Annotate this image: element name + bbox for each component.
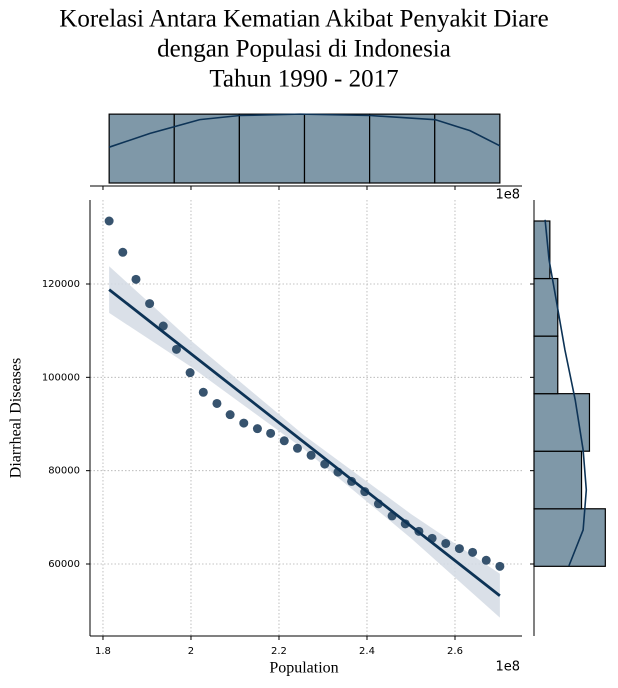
x-offset-label: 1e8 — [495, 660, 520, 675]
point — [292, 443, 302, 453]
y-tick-label: 100000 — [42, 372, 80, 383]
y-tick-label: 60000 — [48, 559, 80, 570]
histogram-bar — [533, 335, 559, 395]
point — [441, 538, 451, 548]
histogram-bar — [108, 113, 175, 184]
point — [252, 424, 262, 434]
point — [306, 450, 316, 460]
x-tick-label: 2.4 — [359, 646, 375, 657]
histogram-bar — [533, 393, 591, 452]
regression-line — [108, 288, 501, 597]
point — [212, 398, 222, 408]
histogram-bar — [434, 113, 501, 184]
point — [266, 428, 276, 438]
chart-title: Tahun 1990 - 2017 — [209, 66, 398, 93]
point — [185, 368, 195, 378]
histogram-bar — [369, 113, 436, 184]
point — [118, 247, 128, 257]
histogram-bar — [173, 113, 240, 184]
point — [495, 561, 505, 571]
point — [468, 547, 478, 557]
x-tick-label: 2.2 — [271, 646, 287, 657]
x-axis-label: Population — [269, 660, 338, 677]
point — [104, 216, 114, 226]
histogram-bar — [238, 113, 306, 184]
x-tick-label: 2.6 — [447, 646, 463, 657]
chart-title: dengan Populasi di Indonesia — [157, 36, 451, 63]
point — [481, 555, 491, 565]
histogram-bar — [533, 450, 583, 510]
point — [279, 436, 289, 446]
point — [239, 418, 249, 428]
point — [198, 387, 208, 397]
marginal-offset-label: 1e8 — [495, 188, 520, 203]
x-tick-label: 1.8 — [95, 646, 111, 657]
chart-title: Korelasi Antara Kematian Akibat Penyakit… — [59, 6, 548, 33]
y-tick-label: 120000 — [42, 279, 80, 290]
y-tick-label: 80000 — [48, 466, 80, 477]
x-tick-label: 2 — [188, 646, 194, 657]
histogram-bar — [303, 113, 371, 184]
point — [171, 344, 181, 354]
point — [454, 544, 464, 554]
y-axis-label: Diarrheal Diseases — [8, 358, 25, 478]
point — [145, 299, 155, 309]
point — [158, 321, 168, 331]
histogram-bar — [533, 508, 606, 567]
point — [131, 274, 141, 284]
kde-curve — [544, 219, 588, 567]
kde-curve — [108, 113, 501, 148]
point — [225, 410, 235, 420]
